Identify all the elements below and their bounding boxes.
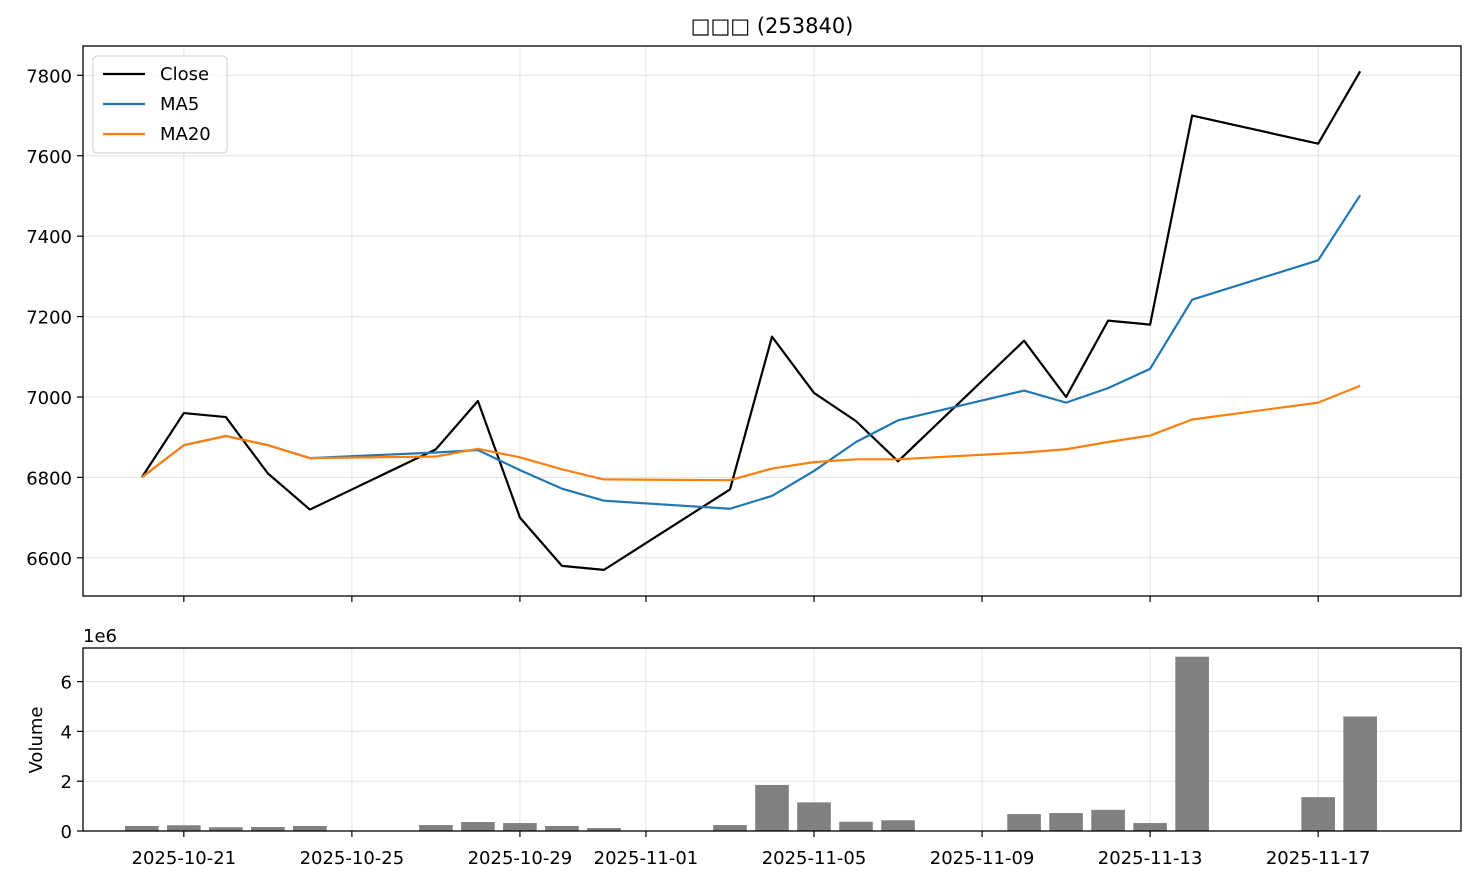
price-y-tick-label: 7600 [26, 147, 72, 168]
volume-bars [125, 656, 1377, 831]
series-line-ma20 [141, 384, 1361, 482]
volume-bar [167, 825, 201, 831]
price-grid [83, 46, 1461, 596]
legend-label-ma20: MA20 [160, 124, 211, 145]
volume-bar [461, 822, 495, 831]
x-tick-label: 2025-11-09 [930, 848, 1035, 869]
volume-bar [1343, 716, 1377, 831]
volume-y-tick-label: 6 [61, 673, 72, 694]
price-y-tick-label: 7000 [26, 388, 72, 409]
x-tick-label: 2025-11-05 [762, 848, 867, 869]
price-y-tick-label: 7400 [26, 227, 72, 248]
volume-x-axis: 2025-10-21 2025-10-25 2025-10-29 2025-11-01… [132, 831, 1371, 869]
volume-bar [713, 825, 747, 831]
legend-label-ma5: MA5 [160, 94, 199, 115]
volume-y-tick-label: 4 [61, 722, 72, 743]
price-x-ticks [183, 596, 1319, 602]
x-tick-label: 2025-11-17 [1266, 848, 1371, 869]
volume-bar [587, 828, 621, 831]
price-axes-frame [82, 45, 1462, 597]
x-tick-label: 2025-10-21 [132, 848, 237, 869]
volume-bar [1049, 813, 1083, 831]
price-y-axis: 6600 6800 7000 7200 7400 7600 7800 [26, 66, 83, 570]
chart-title: □□□ (253840) [691, 14, 854, 38]
x-tick-label: 2025-10-29 [468, 848, 573, 869]
price-y-tick-label: 6600 [26, 549, 72, 570]
volume-bar [797, 802, 831, 831]
volume-bar [755, 784, 789, 831]
volume-bar [1301, 797, 1335, 831]
volume-y-tick-label: 2 [61, 772, 72, 793]
x-tick-label: 2025-11-13 [1098, 848, 1203, 869]
legend-box [92, 55, 228, 154]
x-tick-label: 2025-10-25 [300, 848, 405, 869]
x-tick-label: 2025-11-01 [594, 848, 699, 869]
volume-y-label: Volume [26, 707, 47, 774]
legend-label-close: Close [160, 64, 209, 85]
volume-bar [503, 823, 537, 831]
price-y-tick-label: 6800 [26, 468, 72, 489]
volume-y-tick-label: 0 [61, 822, 72, 843]
volume-bar [545, 826, 579, 831]
legend: Close MA5 MA20 [92, 55, 228, 154]
volume-bar [1091, 809, 1125, 831]
volume-bar [1133, 823, 1167, 831]
volume-bar [1007, 814, 1041, 831]
volume-bar [881, 820, 915, 831]
volume-offset-label: 1e6 [83, 626, 117, 647]
price-lines [140, 70, 1362, 571]
volume-bar [839, 821, 873, 831]
volume-bar [419, 825, 453, 831]
volume-y-axis: 0 2 4 6 [61, 673, 83, 843]
volume-axes-frame [82, 647, 1462, 832]
price-y-tick-label: 7800 [26, 66, 72, 87]
volume-bar [209, 827, 243, 831]
volume-bar [251, 827, 285, 831]
series-line-close [140, 70, 1362, 571]
volume-bar [293, 826, 327, 831]
volume-bar [125, 826, 159, 831]
volume-bar [1175, 656, 1209, 831]
price-y-tick-label: 7200 [26, 308, 72, 329]
